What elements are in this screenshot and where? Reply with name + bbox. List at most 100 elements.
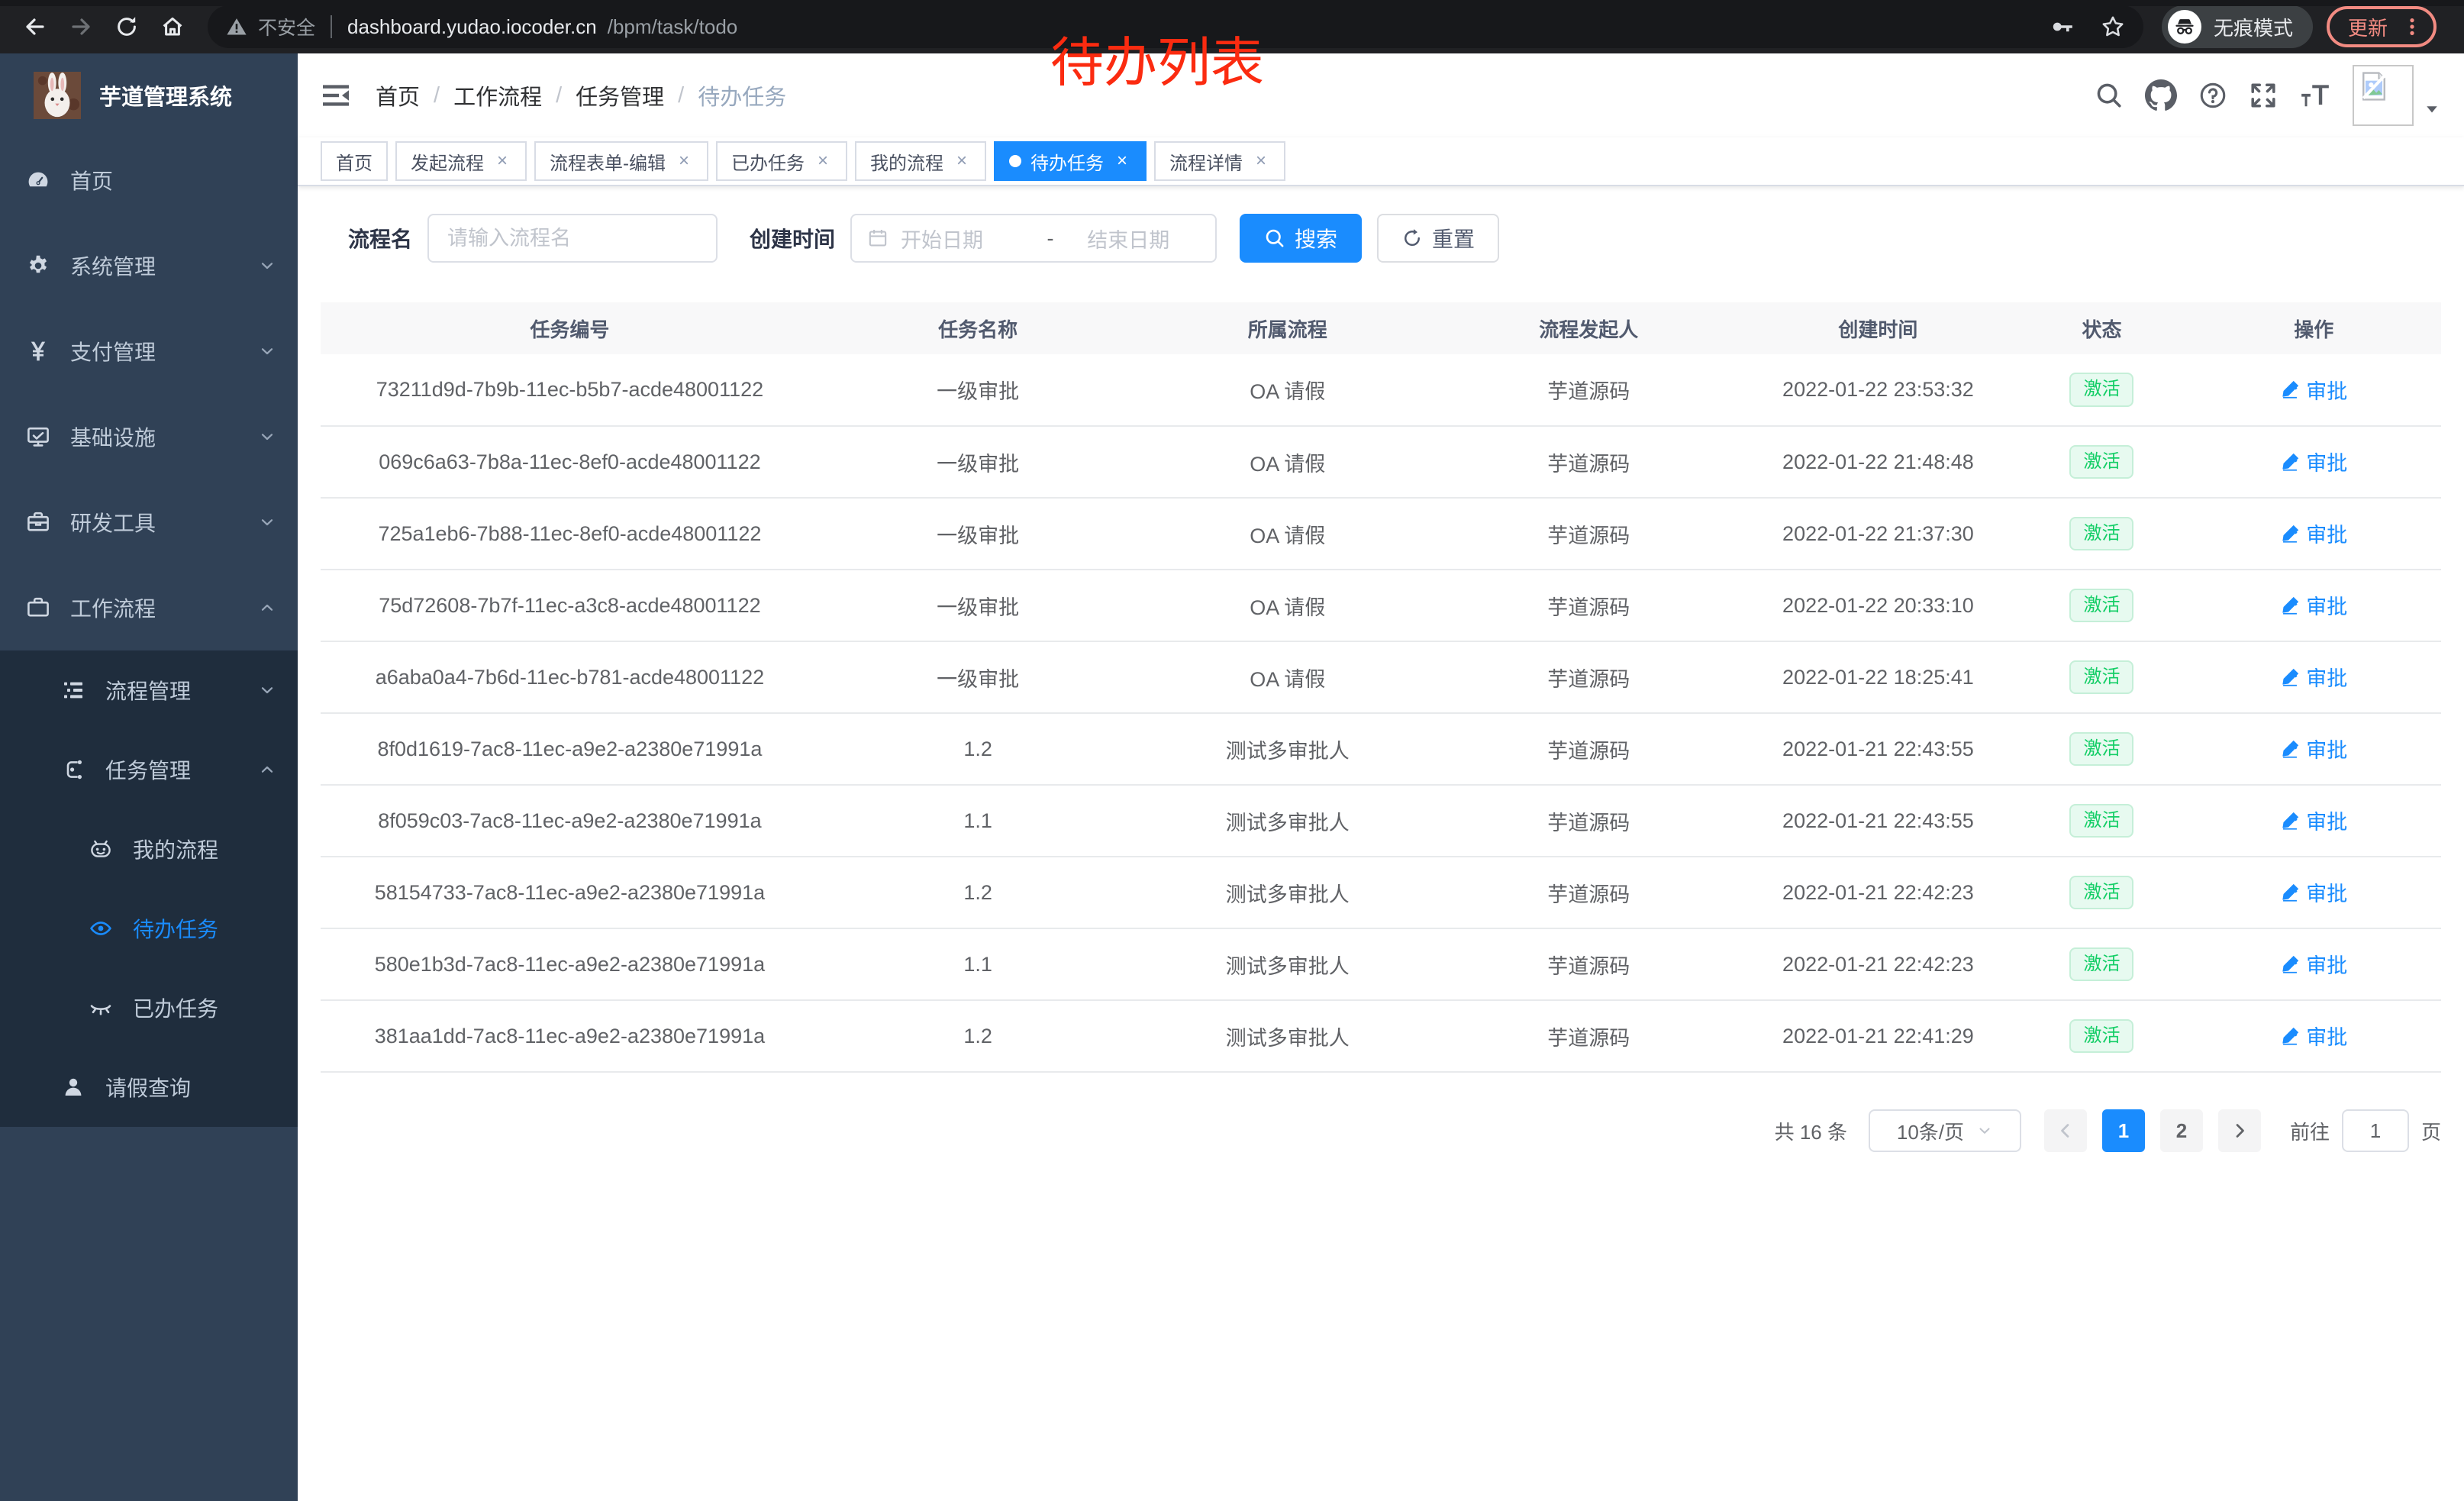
close-icon[interactable]: × <box>817 150 828 171</box>
browser-update-button[interactable]: 更新 <box>2327 6 2437 47</box>
github-icon[interactable] <box>2145 79 2177 111</box>
status-badge: 激活 <box>2069 1018 2134 1054</box>
breadcrumb-item[interactable]: / 任务管理 <box>542 79 664 111</box>
address-bar[interactable]: 不安全 dashboard.yudao.iocoder.cn/bpm/task/… <box>208 5 2143 48</box>
approve-button[interactable]: 审批 <box>2280 518 2347 548</box>
sidebar-item-label: 我的流程 <box>133 838 219 862</box>
edit-icon <box>2280 524 2300 544</box>
cell-starter: 芋道源码 <box>1437 498 1740 570</box>
sidebar-item[interactable]: 工作流程 <box>0 565 298 650</box>
cell-created: 2022-01-22 18:25:41 <box>1739 641 2017 714</box>
sidebar-item[interactable]: 待办任务 <box>0 889 298 968</box>
todo-task-table: 任务编号 任务名称 所属流程 流程发起人 创建时间 状态 操作 <box>321 302 2441 1073</box>
edit-icon <box>2280 739 2300 759</box>
reset-button[interactable]: 重置 <box>1377 214 1500 263</box>
table-row: 75d72608-7b7f-11ec-a3c8-acde48001122 一级审… <box>321 570 2441 642</box>
chevron-down-icon <box>1976 1122 1993 1139</box>
sidebar-collapse-icon[interactable] <box>321 80 351 111</box>
breadcrumb-item[interactable]: / 工作流程 <box>420 79 542 111</box>
tab[interactable]: 发起流程 × <box>395 141 527 181</box>
cell-process: OA 请假 <box>1137 354 1438 427</box>
close-icon[interactable]: × <box>956 150 967 171</box>
tab[interactable]: 流程表单-编辑 × <box>534 141 708 181</box>
cell-task-name: 1.2 <box>818 713 1137 786</box>
close-icon[interactable]: × <box>678 150 689 171</box>
help-icon[interactable] <box>2198 81 2227 110</box>
table-row: 381aa1dd-7ac8-11ec-a9e2-a2380e71991a 1.2… <box>321 1000 2441 1073</box>
breadcrumb-item[interactable]: 首页 <box>376 79 420 111</box>
sidebar-item-label: 研发工具 <box>70 512 156 535</box>
process-name-input[interactable] <box>427 214 718 263</box>
sidebar-item-label: 首页 <box>70 169 114 193</box>
cell-task-id: 069c6a63-7b8a-11ec-8ef0-acde48001122 <box>321 426 819 499</box>
approve-button[interactable]: 审批 <box>2280 375 2347 405</box>
sidebar-item-label: 待办任务 <box>133 918 219 941</box>
sidebar-item[interactable]: 研发工具 <box>0 479 298 565</box>
sidebar-logo[interactable]: 芋道管理系统 <box>0 53 298 137</box>
cell-task-name: 一级审批 <box>818 354 1137 427</box>
sidebar-item[interactable]: 流程管理 <box>0 650 298 730</box>
cell-created: 2022-01-21 22:42:23 <box>1739 857 2017 929</box>
next-page-button[interactable] <box>2217 1109 2261 1152</box>
edit-icon <box>2280 1026 2300 1046</box>
approve-button[interactable]: 审批 <box>2280 662 2347 692</box>
sidebar-item[interactable]: 已办任务 <box>0 968 298 1047</box>
approve-button[interactable]: 审批 <box>2280 734 2347 763</box>
font-size-icon[interactable] <box>2299 79 2331 111</box>
bookmark-star-icon[interactable] <box>2101 15 2125 39</box>
date-range-picker[interactable]: 开始日期 - 结束日期 <box>850 214 1217 263</box>
page-size-select[interactable]: 10条/页 <box>1868 1109 2021 1152</box>
cell-task-name: 1.2 <box>818 1000 1137 1073</box>
filter-form: 流程名 创建时间 开始日期 - 结束日期 搜索 重 <box>321 214 2441 263</box>
sidebar-item[interactable]: 系统管理 <box>0 223 298 308</box>
cell-task-name: 1.1 <box>818 928 1137 1001</box>
search-icon[interactable] <box>2095 81 2124 110</box>
tabs-bar: 首页 发起流程 × 流程表单-编辑 × <box>298 137 2464 186</box>
more-vert-icon[interactable] <box>2401 16 2423 37</box>
close-icon[interactable]: × <box>496 150 508 171</box>
yuan-icon <box>26 339 50 363</box>
breadcrumb-item[interactable]: / 待办任务 <box>664 79 786 111</box>
browser-reload-button[interactable] <box>107 7 147 47</box>
fullscreen-icon[interactable] <box>2249 81 2278 110</box>
goto-page-input[interactable] <box>2341 1109 2409 1152</box>
tab[interactable]: 流程详情 × <box>1154 141 1285 181</box>
tab[interactable]: 我的流程 × <box>855 141 986 181</box>
password-key-icon[interactable] <box>2050 15 2075 39</box>
home-icon <box>160 15 185 39</box>
tab[interactable]: 已办任务 × <box>716 141 847 181</box>
tab[interactable]: 首页 <box>321 141 388 181</box>
approve-button[interactable]: 审批 <box>2280 1021 2347 1051</box>
tab[interactable]: 待办任务 × <box>994 141 1147 181</box>
sidebar-item[interactable]: 基础设施 <box>0 394 298 479</box>
browser-home-button[interactable] <box>153 7 192 47</box>
search-button[interactable]: 搜索 <box>1240 214 1363 263</box>
approve-button[interactable]: 审批 <box>2280 590 2347 620</box>
prev-page-button[interactable] <box>2043 1109 2087 1152</box>
breadcrumb-separator: / <box>556 82 563 108</box>
sidebar-item[interactable]: 任务管理 <box>0 730 298 809</box>
breadcrumb: 首页 / 工作流程 / 任务管理 / <box>376 79 786 111</box>
approve-button[interactable]: 审批 <box>2280 949 2347 979</box>
close-icon[interactable]: × <box>1255 150 1266 171</box>
user-icon <box>61 1075 85 1099</box>
sidebar-item[interactable]: 支付管理 <box>0 308 298 394</box>
page-number-button[interactable]: 2 <box>2159 1109 2203 1152</box>
sidebar-item[interactable]: 首页 <box>0 137 298 223</box>
avatar-caret-icon[interactable] <box>2423 100 2441 118</box>
approve-button[interactable]: 审批 <box>2280 805 2347 835</box>
page-number-button[interactable]: 1 <box>2101 1109 2145 1152</box>
approve-button[interactable]: 审批 <box>2280 447 2347 476</box>
briefcase-icon <box>26 596 50 620</box>
browser-forward-button[interactable] <box>61 7 101 47</box>
sidebar-item[interactable]: 请假查询 <box>0 1047 298 1127</box>
cell-task-id: a6aba0a4-7b6d-11ec-b781-acde48001122 <box>321 641 819 714</box>
close-icon[interactable]: × <box>1116 150 1127 171</box>
divider <box>331 15 333 38</box>
browser-back-button[interactable] <box>15 7 55 47</box>
approve-button[interactable]: 审批 <box>2280 877 2347 907</box>
avatar[interactable] <box>2353 65 2414 126</box>
sidebar-item[interactable]: 我的流程 <box>0 809 298 889</box>
tab-label: 流程表单-编辑 <box>550 153 666 174</box>
